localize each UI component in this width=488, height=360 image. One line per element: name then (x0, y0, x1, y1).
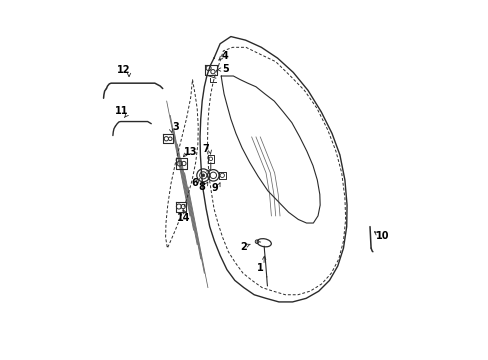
Text: 4: 4 (221, 51, 228, 61)
Text: 5: 5 (221, 64, 228, 74)
Text: 8: 8 (198, 182, 205, 192)
Text: 6: 6 (190, 178, 197, 188)
Text: 10: 10 (375, 231, 388, 241)
Text: 3: 3 (172, 122, 178, 132)
Text: 14: 14 (177, 213, 190, 223)
Text: 13: 13 (183, 147, 197, 157)
Text: 12: 12 (117, 64, 130, 75)
Text: 7: 7 (203, 144, 209, 154)
Circle shape (202, 174, 204, 177)
Text: 1: 1 (257, 262, 264, 273)
Text: 9: 9 (211, 183, 218, 193)
Text: 2: 2 (240, 242, 246, 252)
Text: 11: 11 (115, 106, 128, 116)
